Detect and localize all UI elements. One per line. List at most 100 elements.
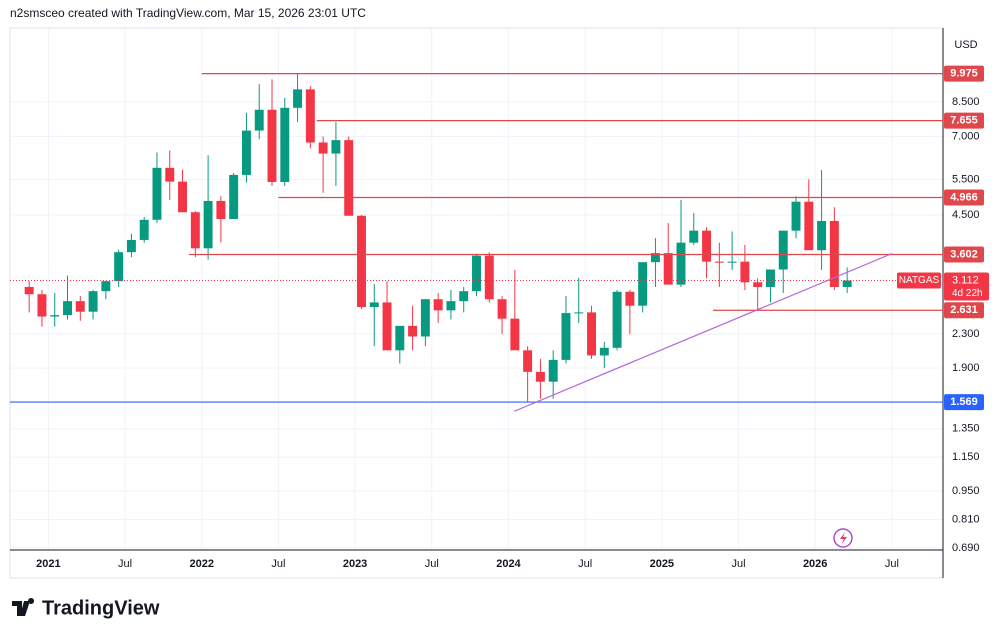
candle — [101, 281, 111, 300]
candle-body — [267, 109, 277, 182]
candle-body — [587, 312, 597, 356]
candle-body — [650, 253, 660, 263]
candle-body — [88, 291, 98, 312]
candle-body — [331, 140, 341, 154]
level-label-bg — [944, 394, 984, 411]
candle — [152, 152, 162, 224]
candle — [88, 289, 98, 320]
candle-body — [280, 107, 290, 182]
y-tick-label: 5.500 — [952, 173, 980, 185]
candle — [472, 254, 481, 297]
candle — [689, 213, 699, 246]
candle — [382, 281, 392, 351]
candle-body — [753, 282, 763, 287]
level-label-bg — [944, 246, 984, 263]
candle — [561, 296, 571, 364]
candle-body — [702, 230, 712, 262]
x-tick-label: Jul — [578, 558, 592, 570]
x-tick-label: Jul — [271, 558, 285, 570]
candle-body — [510, 318, 520, 351]
candle — [702, 227, 712, 279]
candle-body — [765, 269, 775, 287]
event-icon-bolt — [840, 532, 847, 545]
candle-body — [420, 299, 430, 337]
candle — [216, 196, 226, 243]
candle — [446, 289, 456, 320]
y-tick-label: 0.690 — [952, 542, 980, 554]
candle — [740, 245, 750, 290]
candle — [305, 86, 315, 149]
candle-body — [382, 302, 392, 351]
candle — [293, 73, 303, 122]
candle-body — [842, 280, 852, 287]
candle-body — [817, 221, 827, 251]
candle — [587, 305, 597, 359]
candle — [484, 252, 494, 303]
candle-body — [75, 301, 85, 312]
countdown: 4d 22h — [952, 288, 983, 299]
y-tick-label: 0.810 — [952, 513, 980, 525]
candle-body — [548, 359, 558, 382]
symbol-label: NATGAS — [899, 275, 940, 286]
last-price-label: 3.112 — [952, 274, 979, 286]
x-tick-label: 2026 — [803, 558, 827, 570]
candle — [612, 289, 622, 351]
level-label-bg — [944, 302, 984, 319]
level-label-bg — [944, 112, 984, 129]
candle — [139, 216, 149, 243]
candle-body — [497, 299, 507, 319]
y-tick-label: 7.000 — [952, 130, 980, 142]
level-label: 3.602 — [950, 248, 978, 260]
candle-body — [804, 201, 814, 251]
x-tick-label: Jul — [731, 558, 745, 570]
candle-body — [139, 219, 149, 240]
candle — [804, 179, 814, 251]
candle — [765, 269, 775, 303]
candle-body — [114, 252, 124, 282]
candle — [497, 296, 507, 335]
candle-body — [663, 253, 673, 285]
candle — [280, 97, 290, 186]
candle — [663, 223, 673, 285]
symbol-label-bg — [897, 272, 941, 289]
candle-body — [689, 230, 699, 243]
candle-body — [229, 174, 239, 219]
candle-body — [369, 302, 379, 308]
candle-body — [446, 301, 456, 311]
candle-body — [791, 201, 801, 231]
candle-body — [727, 261, 737, 263]
candle — [753, 278, 763, 312]
candle-body — [152, 167, 162, 220]
candle-body — [178, 181, 188, 213]
candle — [229, 173, 239, 219]
candle — [126, 233, 136, 258]
candle — [523, 346, 533, 403]
header: n2smsceo created with TradingView.com, M… — [10, 6, 366, 20]
candle — [420, 299, 430, 347]
x-tick-label: 2024 — [496, 558, 521, 570]
candle — [37, 289, 47, 327]
candle-body — [535, 371, 545, 382]
x-tick-label: Jul — [885, 558, 899, 570]
level-label: 9.975 — [950, 68, 978, 80]
candle — [24, 281, 34, 313]
candle-body — [216, 200, 226, 219]
candle-body — [561, 313, 571, 360]
candle — [676, 199, 686, 287]
candle — [50, 293, 60, 327]
candle-body — [638, 262, 648, 306]
candle — [459, 286, 469, 313]
candle — [638, 262, 648, 313]
y-tick-label: 1.150 — [952, 451, 980, 463]
candle — [510, 270, 520, 351]
candle-body — [459, 291, 469, 302]
candle-body — [126, 239, 136, 253]
candle — [791, 196, 801, 239]
candle — [599, 342, 609, 369]
candle-body — [433, 299, 443, 311]
candle — [267, 79, 277, 186]
frame — [9, 27, 944, 579]
level-label: 2.631 — [950, 304, 978, 316]
